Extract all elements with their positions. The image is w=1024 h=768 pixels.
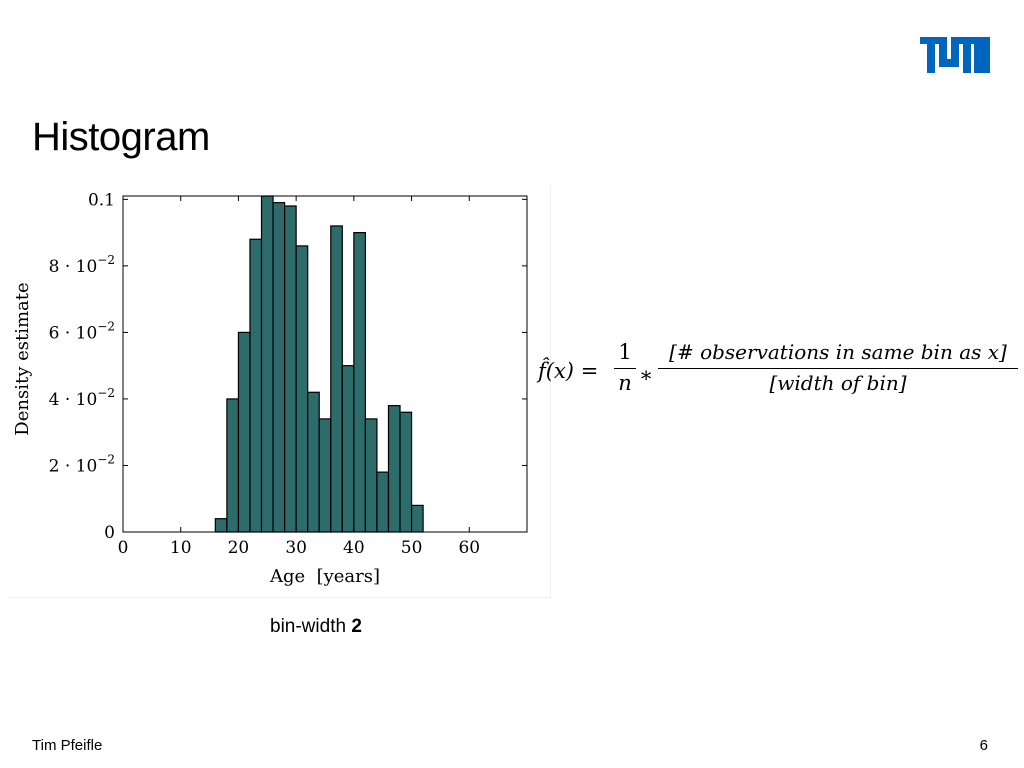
caption-bin-width-value: 2 <box>351 616 362 637</box>
histogram-bar <box>387 404 401 533</box>
x-tick-label: 50 <box>401 538 423 558</box>
histogram-bar <box>295 245 309 533</box>
formula-times: ∗ <box>639 363 654 387</box>
formula-lhs: f̂(x) = <box>538 359 599 383</box>
caption-prefix: bin-width <box>270 616 352 637</box>
y-tick-label: 0 <box>104 523 115 543</box>
histogram-bar <box>353 231 367 533</box>
slide-title: Histogram <box>32 115 210 159</box>
tum-logo-icon <box>920 37 990 73</box>
histogram-bar <box>284 205 297 533</box>
x-tick-label: 0 <box>118 538 129 558</box>
y-tick-label: 6 · 10−2 <box>49 319 115 343</box>
histogram-bar <box>226 398 240 533</box>
x-tick-label: 30 <box>285 538 307 558</box>
formula-frac1-denominator: n <box>618 371 632 395</box>
histogram-bar <box>318 418 332 533</box>
y-tick-label: 0.1 <box>88 190 115 210</box>
histogram-bar <box>272 202 286 533</box>
formula-frac1-bar <box>614 368 636 369</box>
density-formula: f̂(x) = 1 n ∗ [# observations in same bi… <box>528 330 1024 420</box>
x-axis-label: Age [years] <box>269 566 380 587</box>
x-tick-label: 40 <box>343 538 365 558</box>
histogram-chart: 0 10 20 30 40 50 60 0 2 · 10−2 4 · 10−2 6 · 10−2 8 … <box>10 185 551 598</box>
formula-fraction-one-over-n: 1 n <box>614 340 636 395</box>
x-tick-label: 10 <box>170 538 192 558</box>
chart-canvas: 0 10 20 30 40 50 60 0 2 · 10−2 4 · 10−2 6 · 10−2 8 … <box>12 190 528 587</box>
histogram-bar <box>214 518 228 533</box>
x-tick-label: 20 <box>228 538 250 558</box>
plot-frame <box>122 195 528 533</box>
x-tick-label: 60 <box>458 538 480 558</box>
formula-frac2-numerator: [# observations in same bin as x] <box>669 340 1007 364</box>
histogram-bar <box>237 331 251 533</box>
bin-width-caption: bin-width 2 <box>270 616 362 638</box>
histogram-bar <box>410 504 424 533</box>
histogram-bar <box>341 365 355 533</box>
histogram-bar <box>330 225 343 533</box>
footer-author: Tim Pfeifle <box>32 737 103 754</box>
y-axis-label: Density estimate <box>12 282 33 435</box>
formula-fraction-count-over-width: [# observations in same bin as x] [width… <box>658 340 1018 395</box>
histogram-bar <box>399 411 413 533</box>
histogram-bar <box>376 471 390 533</box>
formula-frac2-denominator: [width of bin] <box>769 371 907 395</box>
histogram-bar <box>364 418 378 533</box>
y-tick-label: 4 · 10−2 <box>49 386 115 410</box>
page-number: 6 <box>979 737 988 754</box>
formula-frac1-numerator: 1 <box>618 340 632 364</box>
histogram-bar <box>307 391 320 533</box>
histogram-bar <box>260 195 274 533</box>
y-tick-label: 8 · 10−2 <box>49 253 115 277</box>
y-tick-label: 2 · 10−2 <box>49 452 115 476</box>
histogram-bar <box>249 238 263 533</box>
formula-frac2-bar <box>658 368 1018 369</box>
